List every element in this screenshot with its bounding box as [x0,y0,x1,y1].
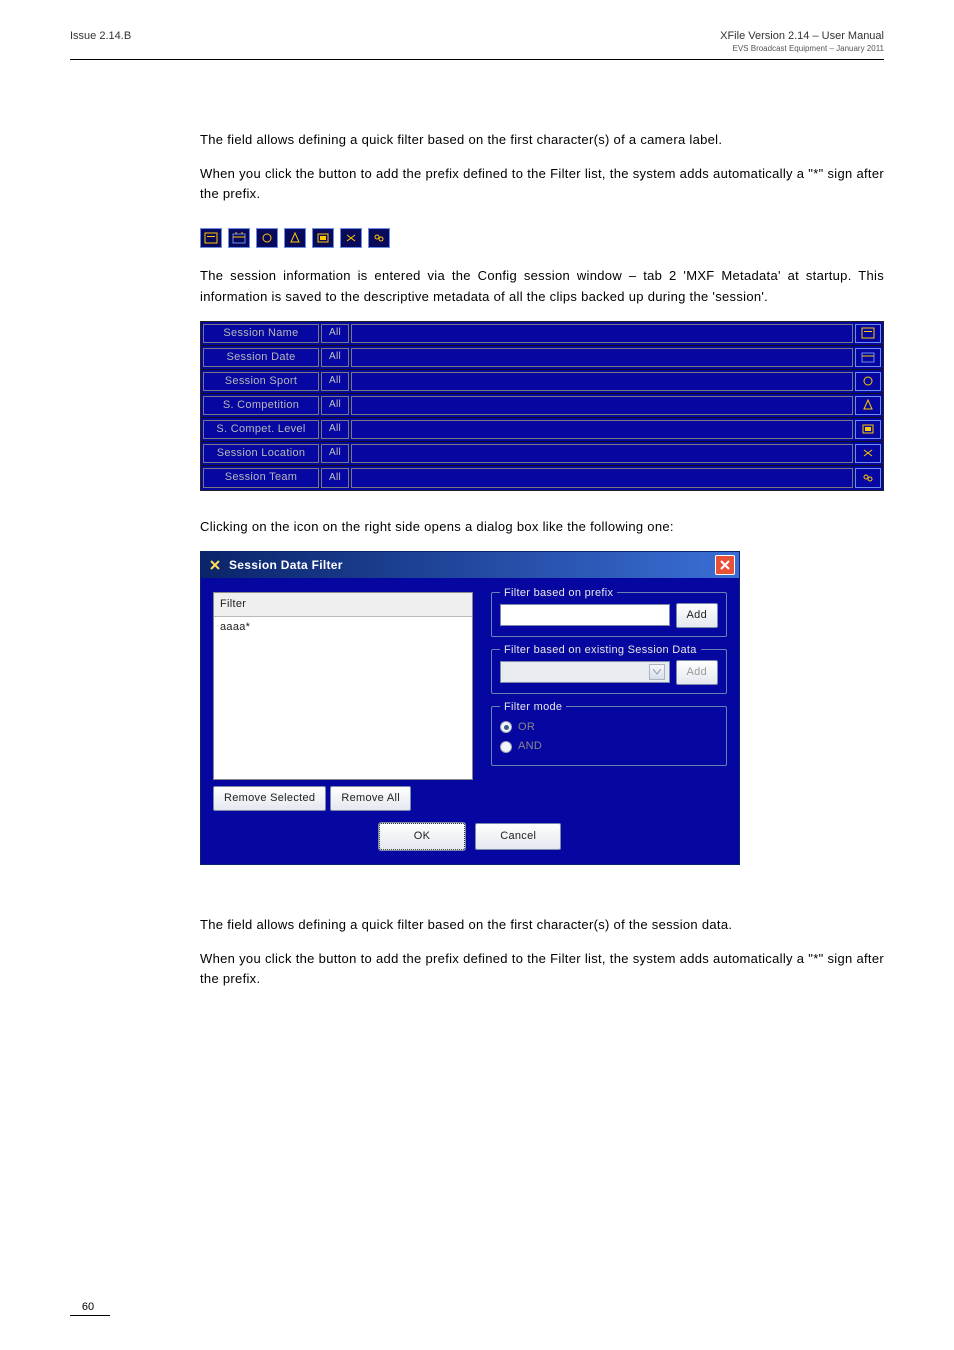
radio-or-label: OR [518,719,535,736]
header-issue: Issue 2.14.B [70,30,131,42]
group-existing: Filter based on existing Session Data Ad… [491,649,727,694]
session-sport-icon[interactable] [855,372,881,391]
filter-input[interactable] [351,396,853,415]
row-label: S. Compet. Level [203,420,319,439]
session-compet-level-icon[interactable] [855,420,881,439]
remove-selected-button[interactable]: Remove Selected [213,786,326,811]
table-row: S. Competition All [201,394,883,418]
group-mode: Filter mode OR AND [491,706,727,766]
session-compet-level-icon[interactable] [312,228,334,248]
paragraph-session-info: The session information is entered via t… [200,266,884,306]
all-button[interactable]: All [321,348,349,367]
session-location-icon[interactable] [340,228,362,248]
dialog-titlebar: Session Data Filter [201,552,739,578]
session-team-icon[interactable] [368,228,390,248]
group-prefix-title: Filter based on prefix [500,585,617,602]
session-location-icon[interactable] [855,444,881,463]
group-prefix: Filter based on prefix Add [491,592,727,637]
radio-and[interactable] [500,741,512,753]
header-title: XFile Version 2.14 – User Manual [720,30,884,42]
row-label: Session Team [203,468,319,488]
ok-button[interactable]: OK [379,823,466,850]
all-button[interactable]: All [321,396,349,415]
filter-list[interactable]: Filter aaaa* [213,592,473,780]
session-date-icon[interactable] [228,228,250,248]
table-row: Session Date All [201,346,883,370]
all-button[interactable]: All [321,444,349,463]
table-row: Session Sport All [201,370,883,394]
filter-list-header: Filter [214,593,472,617]
remove-all-button[interactable]: Remove All [330,786,411,811]
filter-input[interactable] [351,372,853,391]
paragraph-click-icon: Clicking on the icon on the right side o… [200,517,884,537]
session-sport-icon[interactable] [256,228,278,248]
table-row: Session Location All [201,442,883,466]
row-label: Session Sport [203,372,319,391]
header-rule [70,59,884,60]
filter-input[interactable] [351,420,853,439]
paragraph-prefix-session: The field allows defining a quick filter… [200,915,884,935]
table-row: Session Team All [201,466,883,490]
all-button[interactable]: All [321,324,349,343]
filter-input[interactable] [351,468,853,488]
session-icon-strip [200,228,884,248]
prefix-input[interactable] [500,604,670,626]
table-row: Session Name All [201,322,883,346]
paragraph-add-session: When you click the button to add the pre… [200,949,884,989]
paragraph-add-camera: When you click the button to add the pre… [200,164,884,204]
close-icon[interactable] [715,555,735,575]
session-filter-table: Session Name All Session Date All Sessio… [200,321,884,491]
all-button[interactable]: All [321,468,349,488]
row-label: Session Location [203,444,319,463]
row-label: Session Name [203,324,319,343]
group-existing-title: Filter based on existing Session Data [500,642,701,659]
radio-and-label: AND [518,738,542,755]
page-number: 60 [70,1301,110,1316]
session-data-filter-dialog: Session Data Filter Filter aaaa* Remove … [200,551,740,865]
group-mode-title: Filter mode [500,699,566,716]
session-competition-icon[interactable] [855,396,881,415]
header-subtitle: EVS Broadcast Equipment – January 2011 [70,44,884,53]
radio-or[interactable] [500,721,512,733]
list-item[interactable]: aaaa* [214,617,472,638]
existing-data-combo[interactable] [500,661,670,683]
add-existing-button[interactable]: Add [676,660,718,685]
add-prefix-button[interactable]: Add [676,603,718,628]
dialog-app-icon [207,557,223,573]
session-date-icon[interactable] [855,348,881,367]
cancel-button[interactable]: Cancel [475,823,561,850]
row-label: S. Competition [203,396,319,415]
session-name-icon[interactable] [855,324,881,343]
session-name-icon[interactable] [200,228,222,248]
row-label: Session Date [203,348,319,367]
session-team-icon[interactable] [855,468,881,488]
filter-input[interactable] [351,324,853,343]
all-button[interactable]: All [321,420,349,439]
paragraph-prefix-camera: The field allows defining a quick filter… [200,130,884,150]
session-competition-icon[interactable] [284,228,306,248]
filter-input[interactable] [351,348,853,367]
filter-input[interactable] [351,444,853,463]
chevron-down-icon [649,664,665,680]
dialog-title: Session Data Filter [229,556,343,575]
all-button[interactable]: All [321,372,349,391]
table-row: S. Compet. Level All [201,418,883,442]
